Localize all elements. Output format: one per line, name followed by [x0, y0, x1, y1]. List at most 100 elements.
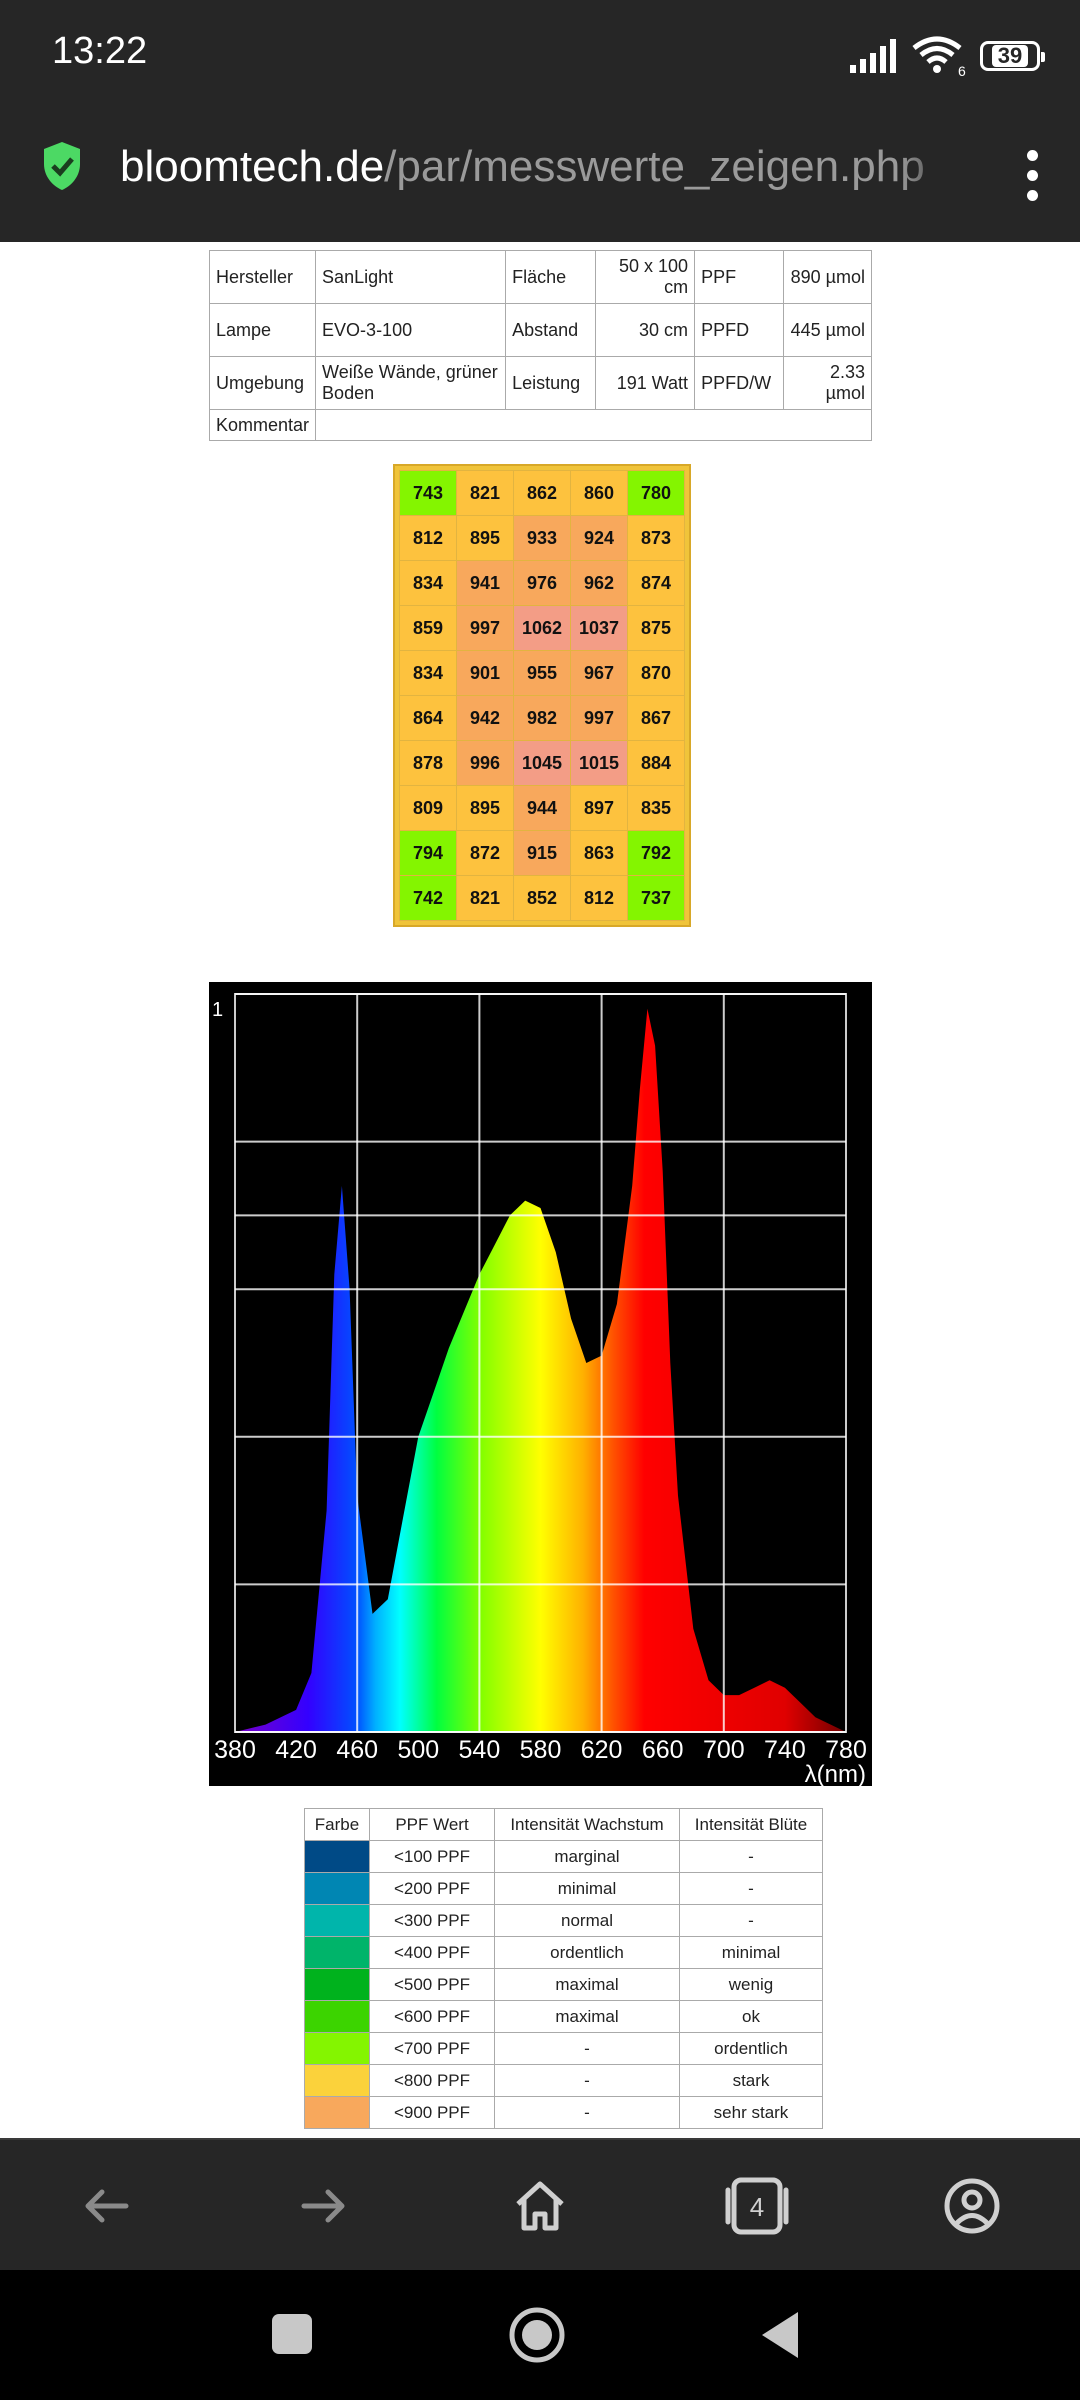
ppfd-cell: 821: [456, 875, 514, 921]
legend-ppf: <600 PPF: [369, 2000, 495, 2033]
info-cell: 50 x 100 cm: [595, 250, 696, 304]
legend-row: <400 PPF ordentlich minimal: [304, 1936, 823, 1969]
ppf-legend-table: Farbe PPF Wert Intensität Wachstum Intensit…: [304, 1808, 823, 2129]
legend-row: <800 PPF - stark: [304, 2064, 823, 2097]
home-system-button[interactable]: [508, 2306, 566, 2364]
legend-wachstum: maximal: [494, 2000, 680, 2033]
x-tick-label: 780: [825, 1736, 867, 1764]
grid-row: 812 895 933 924 873: [399, 515, 685, 561]
info-cell: SanLight: [315, 250, 507, 304]
battery-icon: 39: [980, 41, 1045, 71]
x-tick-label: 460: [336, 1736, 378, 1764]
ppfd-cell: 924: [570, 515, 628, 561]
ppfd-cell: 834: [399, 560, 457, 606]
color-swatch: [304, 1872, 370, 1905]
ppfd-cell: 867: [627, 695, 685, 741]
ppfd-cell: 997: [570, 695, 628, 741]
x-tick-label: 500: [397, 1736, 439, 1764]
recents-button[interactable]: [272, 2314, 312, 2354]
legend-wachstum: maximal: [494, 1968, 680, 2001]
account-icon[interactable]: [942, 2176, 1002, 2236]
grid-row: 834 941 976 962 874: [399, 560, 685, 606]
legend-ppf: <400 PPF: [369, 1936, 495, 1969]
legend-wachstum: -: [494, 2096, 680, 2129]
legend-bluete: -: [679, 1840, 823, 1873]
ppfd-cell: 875: [627, 605, 685, 651]
x-tick-label: 660: [642, 1736, 684, 1764]
overflow-menu-icon[interactable]: [1022, 146, 1042, 206]
info-cell: PPFD/W: [694, 356, 785, 410]
ppfd-cell: 780: [627, 470, 685, 516]
info-cell: 30 cm: [595, 303, 696, 357]
comment-value: [315, 409, 872, 441]
ppfd-cell: 884: [627, 740, 685, 786]
ppfd-grid: 743 821 862 860 780 812 895 933 924 873 834 941 976 9…: [393, 464, 691, 927]
status-time: 13:22: [52, 30, 148, 72]
tab-count: 4: [750, 2192, 764, 2222]
grid-row: 859 997 1062 1037 875: [399, 605, 685, 651]
x-axis-label: λ(nm): [805, 1761, 866, 1786]
info-cell: Leistung: [505, 356, 597, 410]
legend-wachstum: ordentlich: [494, 1936, 680, 1969]
tabs-icon: 4: [725, 2177, 789, 2235]
back-system-button[interactable]: [758, 2310, 802, 2360]
color-swatch: [304, 2064, 370, 2097]
legend-row: <700 PPF - ordentlich: [304, 2032, 823, 2065]
ppfd-cell: 864: [399, 695, 457, 741]
legend-bluete: sehr stark: [679, 2096, 823, 2129]
legend-row: <900 PPF - sehr stark: [304, 2096, 823, 2129]
legend-header: Farbe: [304, 1808, 370, 1841]
x-tick-label: 740: [764, 1736, 806, 1764]
secure-shield-icon[interactable]: [40, 140, 84, 192]
ppfd-cell: 863: [570, 830, 628, 876]
tabs-button[interactable]: 4: [722, 2176, 792, 2236]
color-swatch: [304, 2000, 370, 2033]
ppfd-cell: 862: [513, 470, 571, 516]
back-arrow-icon[interactable]: [76, 2176, 136, 2236]
ppfd-cell: 941: [456, 560, 514, 606]
comment-label: Kommentar: [208, 409, 317, 441]
legend-bluete: ok: [679, 2000, 823, 2033]
legend-ppf: <900 PPF: [369, 2096, 495, 2129]
color-swatch: [304, 1840, 370, 1873]
legend-bluete: -: [679, 1904, 823, 1937]
legend-row: <200 PPF minimal -: [304, 1872, 823, 1905]
browser-url-bar: bloomtech.de/par/messwerte_zeigen.php: [0, 110, 1080, 242]
info-cell: Weiße Wände, grüner Boden: [315, 356, 507, 410]
system-navigation-bar: [0, 2270, 1080, 2400]
ppfd-cell: 942: [456, 695, 514, 741]
status-icons: 6 39: [850, 34, 1045, 78]
legend-wachstum: -: [494, 2032, 680, 2065]
ppfd-cell: 872: [456, 830, 514, 876]
ppfd-cell: 897: [570, 785, 628, 831]
grid-row: 742 821 852 812 737: [399, 875, 685, 921]
info-cell: Lampe: [208, 303, 317, 357]
legend-header: PPF Wert: [369, 1808, 495, 1841]
forward-arrow-icon[interactable]: [294, 2176, 354, 2236]
network-type-label: 6: [958, 63, 966, 76]
ppfd-cell: 982: [513, 695, 571, 741]
legend-header: Intensität Blüte: [679, 1808, 823, 1841]
browser-bottom-toolbar: 4: [0, 2138, 1080, 2270]
url-field[interactable]: bloomtech.de/par/messwerte_zeigen.php: [120, 142, 960, 192]
x-tick-label: 700: [703, 1736, 745, 1764]
ppfd-cell: 1062: [513, 605, 571, 651]
legend-header: Intensität Wachstum: [494, 1808, 680, 1841]
legend-ppf: <500 PPF: [369, 1968, 495, 2001]
ppfd-cell: 870: [627, 650, 685, 696]
x-tick-label: 380: [214, 1736, 256, 1764]
status-bar: 13:22 6 39: [0, 0, 1080, 110]
ppfd-cell: 997: [456, 605, 514, 651]
legend-row: <100 PPF marginal -: [304, 1840, 823, 1873]
info-cell: 890 µmol: [783, 250, 872, 304]
spectrum-area: [235, 1008, 846, 1732]
ppfd-cell: 812: [570, 875, 628, 921]
info-cell: 191 Watt: [595, 356, 696, 410]
x-tick-label: 580: [520, 1736, 562, 1764]
home-icon[interactable]: [510, 2176, 570, 2236]
plot-frame: [234, 993, 847, 1733]
ppfd-cell: 821: [456, 470, 514, 516]
y-tick-label: 1: [212, 999, 223, 1021]
ppfd-cell: 955: [513, 650, 571, 696]
ppfd-cell: 809: [399, 785, 457, 831]
